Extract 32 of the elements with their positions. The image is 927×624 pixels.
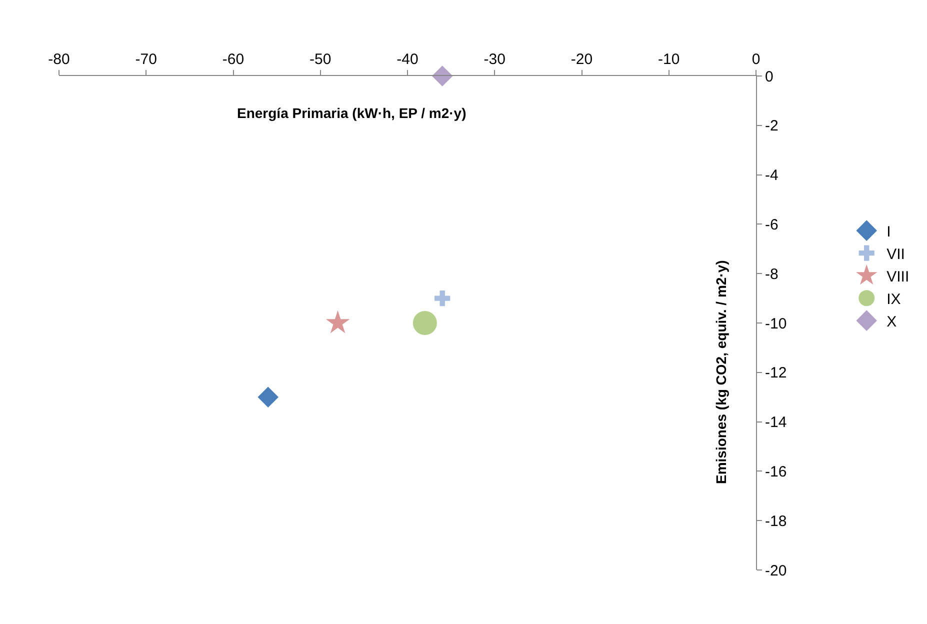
y-tick-label: -4 <box>765 167 778 184</box>
x-tick-label: -80 <box>48 51 70 68</box>
y-tick-label: -6 <box>765 216 778 234</box>
y-tick-label: -16 <box>765 463 787 480</box>
point <box>434 290 450 306</box>
point <box>412 311 437 335</box>
x-tick-label: -70 <box>135 51 157 68</box>
y-tick-label: -10 <box>765 315 787 332</box>
x-tick-label: -10 <box>658 51 680 68</box>
x-tick-label: 0 <box>752 51 760 68</box>
y-tick-label: -8 <box>765 266 778 283</box>
point <box>432 66 453 86</box>
x-tick-label: -30 <box>484 51 506 68</box>
y-tick-label: -18 <box>765 512 787 530</box>
x-tick-label: -40 <box>396 51 418 68</box>
y-tick-label: -12 <box>765 364 787 382</box>
y-tick-label: 0 <box>765 68 774 86</box>
x-axis-title: Energía Primaria (kW·h, EP / m2·y) <box>237 105 466 121</box>
point <box>258 386 278 408</box>
y-tick-label: -2 <box>765 118 778 135</box>
y-tick-label: -20 <box>765 562 787 580</box>
x-tick-label: -50 <box>310 51 332 68</box>
legend-label: I <box>886 223 891 240</box>
legend-label: X <box>886 313 897 330</box>
legend-label: VII <box>886 246 905 263</box>
y-axis-title: Emisiones (kg CO2, equiv. / m2·y) <box>713 260 730 484</box>
x-tick-label: -20 <box>570 51 593 68</box>
point <box>326 310 350 334</box>
y-tick-label: -14 <box>765 414 787 432</box>
legend-label: IX <box>886 290 901 308</box>
legend-label: VIII <box>886 268 910 286</box>
x-tick-label: -60 <box>222 51 244 68</box>
